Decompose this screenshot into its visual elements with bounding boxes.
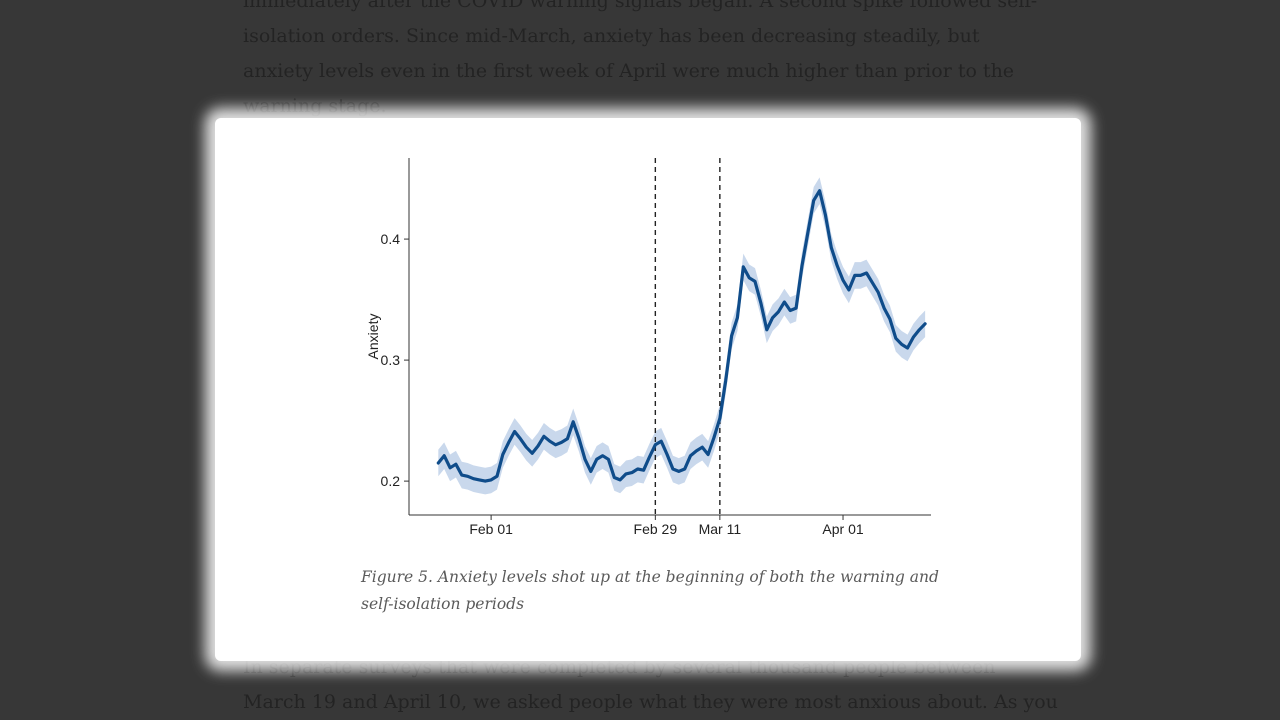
- y-tick-label: 0.2: [381, 473, 401, 489]
- x-tick-label: Mar 11: [699, 521, 742, 537]
- confidence-band: [438, 177, 926, 495]
- x-tick-label: Feb 29: [634, 521, 678, 537]
- caption-line-2: self-isolation periods: [361, 595, 525, 613]
- article-line: isolation orders. Since mid-March, anxie…: [243, 25, 980, 47]
- y-tick-label: 0.4: [381, 231, 401, 247]
- article-line: anxiety levels even in the first week of…: [243, 60, 1015, 82]
- figure-lightbox: 0.2 0.3 0.4 Feb 01 Feb 29 Mar 11 Apr 01 Anxiety…: [215, 118, 1081, 661]
- anxiety-line-chart: 0.2 0.3 0.4 Feb 01 Feb 29 Mar 11 Apr 01 Anxiety: [365, 158, 931, 537]
- caption-line-1: Figure 5. Anxiety levels shot up at the …: [361, 568, 939, 586]
- article-line: immediately after the COVID warning sign…: [243, 0, 1038, 12]
- article-line: March 19 and April 10, we asked people w…: [243, 691, 1058, 713]
- y-axis-label: Anxiety: [365, 314, 381, 360]
- figure-caption: Figure 5. Anxiety levels shot up at the …: [361, 564, 961, 618]
- article-text-top: immediately after the COVID warning sign…: [243, 0, 1063, 124]
- x-tick-label: Feb 01: [469, 521, 513, 537]
- y-tick-label: 0.3: [381, 352, 401, 368]
- series-line-anxiety: [436, 189, 927, 483]
- x-tick-label: Apr 01: [822, 521, 863, 537]
